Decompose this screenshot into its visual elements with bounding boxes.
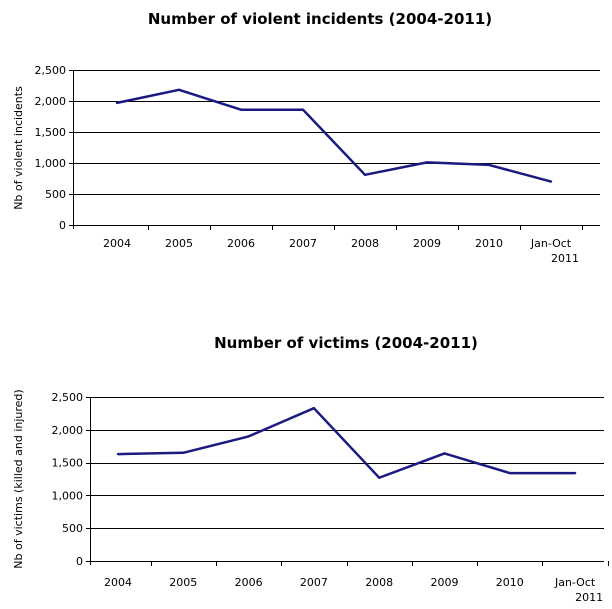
- y-axis-label: Nb of violent incidents: [12, 86, 25, 210]
- y-tick-label: 0: [76, 555, 83, 568]
- y-tick-label: 1,000: [35, 157, 67, 170]
- data-point: [378, 476, 381, 479]
- x-tick-label: 2004: [103, 237, 131, 250]
- series-line: [116, 88, 552, 183]
- data-point: [182, 451, 185, 454]
- y-tick-label: 2,500: [35, 64, 67, 77]
- y-tick-label: 1,000: [52, 489, 84, 502]
- x-tick-label: 2009: [413, 237, 441, 250]
- data-point: [115, 101, 119, 105]
- chart-title: Number of victims (2004-2011): [214, 334, 478, 352]
- y-tick-label: 1,500: [35, 126, 67, 139]
- x-tick-label: Jan-Oct 2011: [554, 576, 603, 604]
- data-point: [549, 180, 553, 183]
- data-point: [247, 435, 250, 438]
- x-tick-label: 2007: [300, 576, 328, 589]
- y-tick-label: 500: [45, 188, 66, 201]
- x-tick-label: 2007: [289, 237, 317, 250]
- x-tick-label: 2010: [475, 237, 503, 250]
- chart-victims: Number of victims (2004-2011) Nb of vict…: [12, 334, 609, 604]
- y-axis-label: Nb of victims (killed and injured): [12, 389, 25, 568]
- data-point: [363, 173, 367, 176]
- plot-area: 0 500 1,000 1,500 2,000 2,500 2004 2005 2006 2007…: [52, 391, 609, 604]
- data-point: [487, 163, 491, 167]
- data-point: [425, 161, 429, 164]
- x-tick-label: 2005: [165, 237, 193, 250]
- y-tick-label: 2,500: [52, 391, 84, 404]
- x-tick-label: 2006: [235, 576, 263, 589]
- series-line: [117, 406, 576, 479]
- data-point: [443, 452, 446, 455]
- y-tick-label: 0: [59, 219, 66, 232]
- x-tick-label: 2004: [104, 576, 132, 589]
- data-point: [116, 452, 120, 456]
- x-tick-label: Jan-Oct 2011: [530, 237, 579, 265]
- chart-incidents: Number of violent incidents (2004-2011) …: [12, 10, 600, 265]
- x-tick-label: 2005: [169, 576, 197, 589]
- y-tick-label: 1,500: [52, 457, 84, 470]
- data-point: [301, 108, 305, 111]
- y-tick-label: 500: [62, 522, 83, 535]
- x-tick-label: 2009: [431, 576, 459, 589]
- chart-title: Number of violent incidents (2004-2011): [148, 10, 492, 28]
- x-tick-label: 2008: [351, 237, 379, 250]
- x-tick-label: 2010: [496, 576, 524, 589]
- plot-area: 0 500 1,000 1,500 2,000 2,500 2004 2005 2006 2007…: [35, 64, 600, 265]
- x-tick-label: 2006: [227, 237, 255, 250]
- data-point: [573, 471, 577, 475]
- data-point: [508, 471, 511, 475]
- data-point: [239, 108, 243, 111]
- x-tick-label: 2008: [365, 576, 393, 589]
- y-tick-label: 2,000: [35, 95, 67, 108]
- y-tick-label: 2,000: [52, 424, 84, 437]
- data-point: [177, 88, 181, 92]
- data-point: [312, 406, 316, 410]
